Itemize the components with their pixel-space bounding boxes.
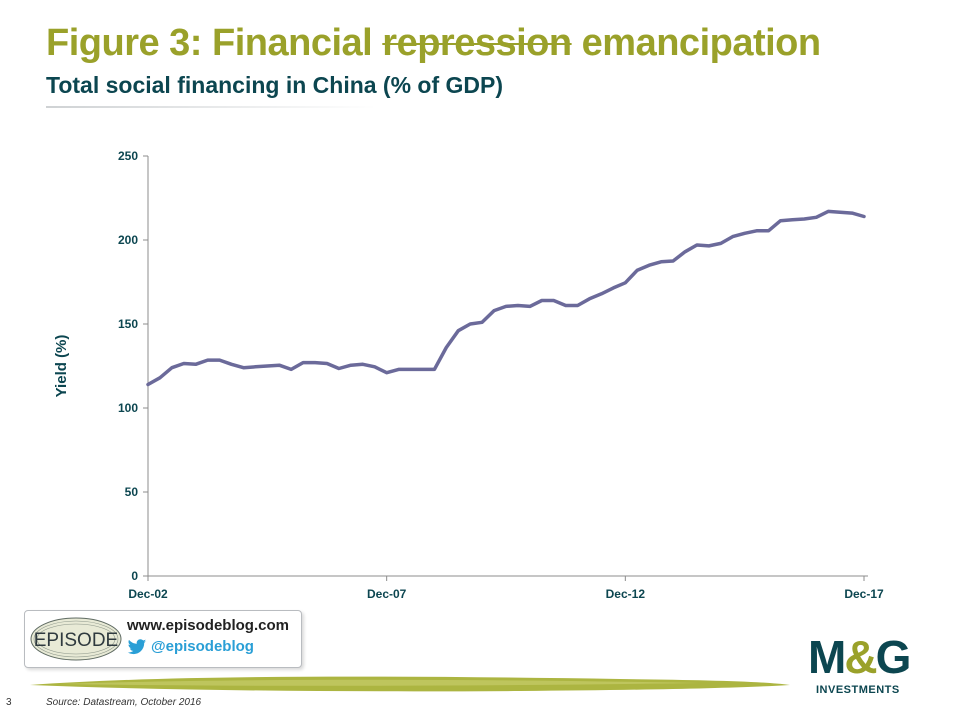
y-tick-label: 150 [118, 317, 138, 331]
source-note: Source: Datastream, October 2016 [46, 697, 202, 708]
line-chart: 0 50 100 150 200 250 Dec-02 Dec-07 Dec-12 Dec-17… [53, 149, 884, 601]
decorative-brush-stroke [30, 676, 790, 692]
company-logo: M&G INVESTMENTS [808, 630, 932, 700]
y-tick-label: 100 [118, 401, 138, 415]
twitter-handle-link[interactable]: @episodeblog [151, 638, 254, 655]
title-struck-word: repression [382, 22, 572, 64]
x-tick-label: Dec-17 [844, 587, 884, 601]
page-number: 3 [6, 697, 12, 708]
series-group [146, 209, 866, 387]
y-tick-label: 200 [118, 233, 138, 247]
x-tick-label: Dec-07 [367, 587, 407, 601]
y-axis-label: Yield (%) [53, 335, 70, 398]
y-tick-label: 0 [131, 569, 138, 583]
page-title: Figure 3: Financial repression emancipat… [46, 22, 821, 65]
blog-promo-box[interactable]: EPISODE www.episodeblog.com @episodeblog [24, 610, 302, 668]
twitter-bird-icon [127, 639, 147, 655]
chart-subtitle: Total social financing in China (% of GD… [46, 72, 504, 98]
x-tick-label: Dec-02 [128, 587, 168, 601]
company-logo-subtitle: INVESTMENTS [816, 684, 900, 696]
company-logo-mark: M&G [808, 631, 911, 683]
title-suffix: emancipation [571, 22, 821, 64]
y-axis-ticks: 0 50 100 150 200 250 [118, 149, 148, 583]
x-axis-ticks: Dec-02 Dec-07 Dec-12 Dec-17 [128, 576, 884, 601]
episode-logo: EPISODE [30, 617, 122, 661]
episode-logo-text: EPISODE [34, 630, 118, 651]
x-tick-label: Dec-12 [606, 587, 646, 601]
blog-url-link[interactable]: www.episodeblog.com [127, 617, 289, 634]
y-tick-label: 50 [125, 485, 139, 499]
y-tick-label: 250 [118, 149, 138, 163]
series-line [146, 209, 866, 387]
title-divider [46, 106, 376, 108]
title-prefix: Figure 3: Financial [46, 22, 383, 64]
